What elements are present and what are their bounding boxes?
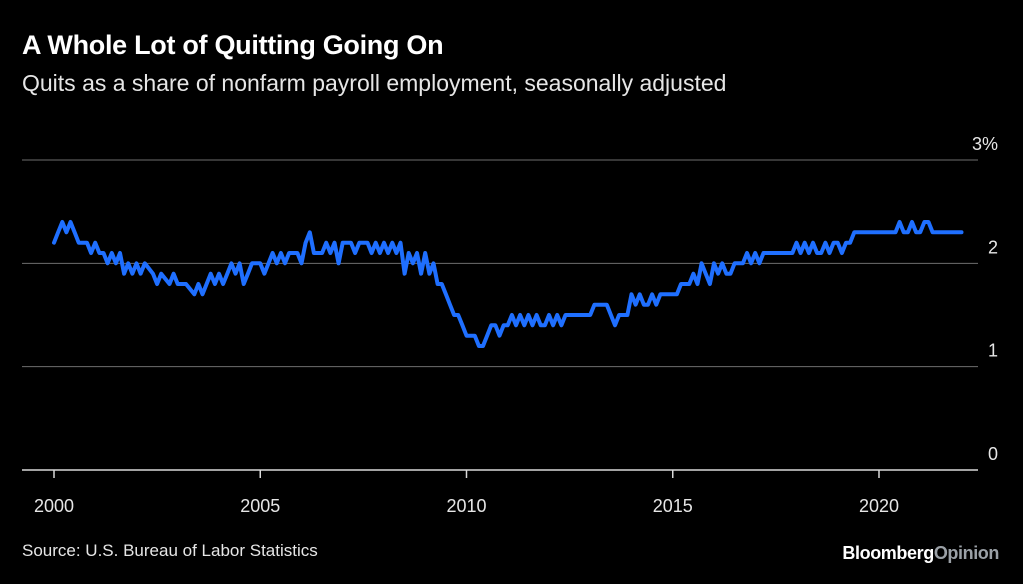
x-axis: 2000 2005 2010 2015 2020 (34, 470, 899, 516)
y-tick-label: 3% (972, 134, 998, 154)
chart-title: A Whole Lot of Quitting Going On (22, 30, 444, 60)
x-tick-label: 2000 (34, 496, 74, 516)
y-tick-label: 0 (988, 444, 998, 464)
gridlines (22, 159, 978, 471)
y-axis-ticks: 3% 2 1 0 (972, 134, 998, 464)
y-tick-label: 1 (988, 341, 998, 361)
series-line (52, 220, 964, 348)
x-tick-label: 2005 (240, 496, 280, 516)
brand-logo: BloombergOpinion (842, 543, 999, 564)
x-tick-label: 2020 (859, 496, 899, 516)
brand-logo-part2: Opinion (933, 543, 1000, 563)
series-group (52, 220, 964, 348)
x-tick-label: 2010 (446, 496, 486, 516)
brand-logo-part1: Bloomberg (842, 543, 934, 563)
y-tick-label: 2 (988, 237, 998, 257)
x-tick-label: 2015 (653, 496, 693, 516)
chart-subtitle: Quits as a share of nonfarm payroll empl… (22, 70, 727, 96)
source-note: Source: U.S. Bureau of Labor Statistics (22, 541, 318, 560)
